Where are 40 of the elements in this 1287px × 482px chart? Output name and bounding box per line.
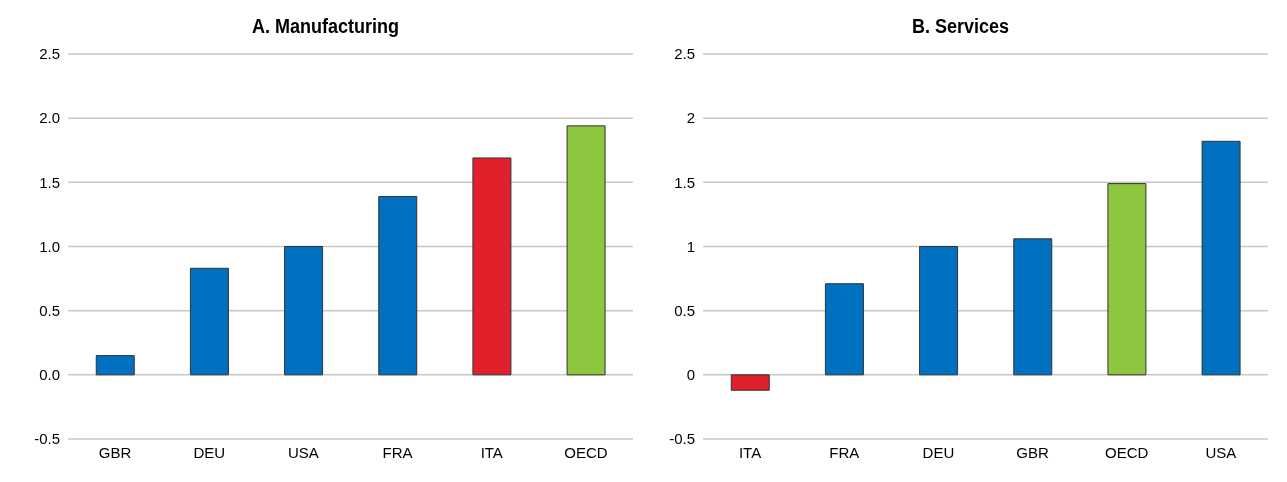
bar [1013,238,1053,376]
y-tick-label: -0.5 [669,430,695,448]
x-tick-label: USA [1205,443,1237,461]
x-tick-label: USA [287,443,319,461]
bar [472,157,512,376]
x-tick-label: DEU [922,443,955,461]
y-tick-label: 2.5 [39,45,60,63]
y-tick-label: 1.0 [39,237,60,255]
bar [378,195,418,376]
x-tick-label: OECD [564,443,608,461]
bar [1201,140,1241,376]
y-tick-label: 2.0 [39,109,60,127]
y-tick-label: 2.5 [674,45,695,63]
x-tick-label: DEU [193,443,226,461]
bar [284,246,324,376]
chart-title: A. Manufacturing [251,14,400,39]
x-tick-label: GBR [98,443,132,461]
bar [919,246,959,376]
y-tick-label: 1 [686,237,695,255]
x-tick-label: FRA [382,443,413,461]
y-tick-label: 0.5 [674,301,695,319]
y-tick-label: 2 [686,109,695,127]
y-tick-label: 0 [686,366,695,384]
bar [824,283,864,376]
bar [566,125,606,376]
y-tick-label: 1.5 [674,173,695,191]
bar [1107,183,1147,376]
y-tick-label: 1.5 [39,173,60,191]
bar [730,374,770,391]
x-tick-label: ITA [738,443,762,461]
x-tick-label: ITA [480,443,503,461]
y-tick-label: 0.5 [39,301,60,319]
bar [95,355,135,376]
x-tick-label: GBR [1016,443,1049,461]
x-tick-label: OECD [1105,443,1149,461]
y-tick-label: 0.0 [39,366,60,384]
x-tick-label: FRA [829,443,860,461]
y-tick-label: -0.5 [34,430,60,448]
bar [189,267,229,376]
chart-title: B. Services [910,14,1011,39]
